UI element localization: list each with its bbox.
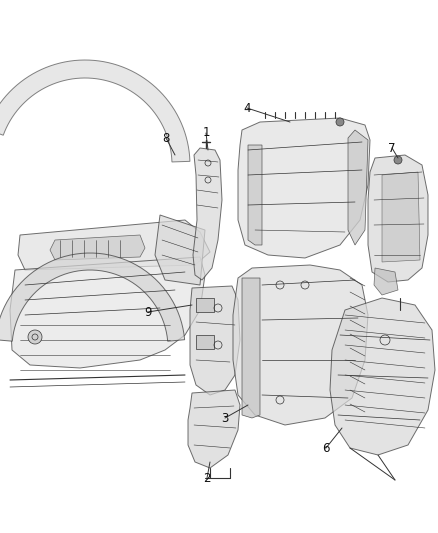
- Polygon shape: [190, 286, 240, 395]
- Text: 2: 2: [203, 472, 211, 484]
- Polygon shape: [0, 60, 190, 162]
- Circle shape: [28, 330, 42, 344]
- Polygon shape: [193, 148, 222, 280]
- Text: 1: 1: [202, 126, 210, 140]
- Polygon shape: [18, 220, 210, 270]
- Text: 7: 7: [388, 141, 396, 155]
- Polygon shape: [348, 130, 368, 245]
- Polygon shape: [10, 257, 205, 368]
- Polygon shape: [382, 172, 420, 262]
- Text: 9: 9: [144, 305, 152, 319]
- Circle shape: [336, 118, 344, 126]
- Bar: [196, 298, 214, 312]
- Polygon shape: [0, 253, 185, 341]
- Text: 4: 4: [243, 101, 251, 115]
- Bar: [196, 335, 214, 349]
- Polygon shape: [242, 278, 260, 418]
- Text: 6: 6: [322, 441, 330, 455]
- Polygon shape: [374, 268, 398, 295]
- Polygon shape: [368, 155, 428, 282]
- Polygon shape: [155, 215, 205, 285]
- Polygon shape: [248, 145, 262, 245]
- Text: 3: 3: [221, 411, 229, 424]
- Polygon shape: [330, 298, 435, 455]
- Polygon shape: [233, 265, 368, 425]
- Text: 8: 8: [162, 132, 170, 144]
- Circle shape: [394, 156, 402, 164]
- Polygon shape: [238, 118, 370, 258]
- Polygon shape: [50, 235, 145, 260]
- Polygon shape: [188, 390, 240, 468]
